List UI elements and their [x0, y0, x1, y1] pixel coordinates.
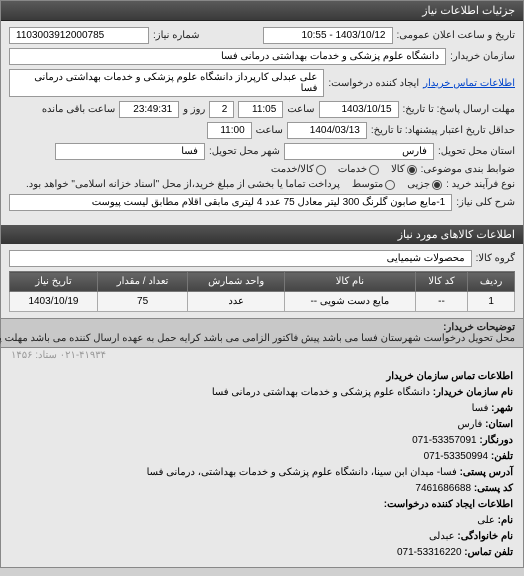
buyer-value: دانشگاه علوم پزشکی و خدمات بهداشتی درمان…: [9, 48, 446, 65]
deadline-date: 1403/10/15: [319, 101, 399, 118]
goods-table: ردیف کد کالا نام کالا واحد شمارش تعداد /…: [9, 271, 515, 312]
lname-value: عبدلی: [429, 531, 455, 542]
org-label: نام سازمان خریدار:: [433, 387, 513, 398]
panel-title: جزئیات اطلاعات نیاز: [1, 1, 523, 21]
creator-title: اطلاعات ایجاد کننده درخواست:: [11, 497, 513, 513]
name-value: علی: [477, 515, 495, 526]
zip-label: کد پستی:: [474, 483, 513, 494]
ref-label: شماره نیاز:: [153, 30, 200, 41]
buy-type-label: نوع فرآیند خرید :: [446, 179, 515, 190]
province-value: فارس: [284, 143, 434, 160]
cell-qty: 75: [97, 292, 187, 312]
name-label: نام:: [498, 515, 513, 526]
requester-value: علی عبدلی کارپرداز دانشگاه علوم پزشکی و …: [9, 69, 324, 97]
ref-value: 1103003912000785: [9, 27, 149, 44]
col-row: ردیف: [468, 272, 515, 292]
radio-kala[interactable]: کالا: [391, 164, 417, 175]
contact-province-label: استان:: [485, 419, 513, 430]
time-label-2: ساعت: [256, 125, 283, 136]
col-code: کد کالا: [415, 272, 468, 292]
cphone-value: 53316220-071: [397, 547, 462, 558]
addr-value: فسا- میدان ابن سینا، دانشگاه علوم پزشکی …: [147, 467, 457, 478]
contact-city-label: شهر:: [491, 403, 513, 414]
validity-time: 11:00: [207, 122, 252, 139]
goods-group-value: محصولات شیمیایی: [9, 250, 472, 267]
notes-label: توضیحات خریدار:: [443, 322, 515, 333]
pay-note: پرداخت تماما یا بخشی از مبلغ خرید،از محل…: [9, 179, 340, 190]
org-value: دانشگاه علوم پزشکی و خدمات بهداشتی درمان…: [212, 387, 430, 398]
days-value: 2: [209, 101, 234, 118]
validity-date: 1404/03/13: [287, 122, 367, 139]
fax-value: 53357091-071: [412, 435, 477, 446]
desc-value: 1-مایع صابون گلرنگ 300 لیتر معادل 75 عدد…: [9, 194, 452, 211]
deadline-label: مهلت ارسال پاسخ: تا تاریخ:: [403, 104, 515, 115]
buyer-label: سازمان خریدار:: [450, 51, 515, 62]
announce-label: تاریخ و ساعت اعلان عمومی:: [397, 30, 516, 41]
days-label: روز و: [183, 104, 205, 115]
radio-khadamat[interactable]: خدمات: [338, 164, 379, 175]
deadline-time: 11:05: [238, 101, 283, 118]
cell-code: --: [415, 292, 468, 312]
fax-label: دورنگار:: [479, 435, 513, 446]
table-row: 1 -- مایع دست شویی -- عدد 75 1403/10/19: [10, 292, 515, 312]
col-qty: تعداد / مقدار: [97, 272, 187, 292]
requester-label: ایجاد کننده درخواست:: [328, 78, 419, 89]
province-label: استان محل تحویل:: [438, 146, 515, 157]
goods-section-title: اطلاعات کالاهای مورد نیاز: [1, 225, 523, 244]
phone-label: تلفن:: [491, 451, 513, 462]
col-date: تاریخ نیاز: [10, 272, 98, 292]
goods-group-label: گروه کالا:: [476, 253, 515, 264]
remain-time: 23:49:31: [119, 101, 179, 118]
radio-kala-khadamat[interactable]: کالا/خدمت: [271, 164, 326, 175]
radio-low[interactable]: جزیی: [407, 179, 442, 190]
zip-value: 7461686688: [415, 483, 471, 494]
validity-label: حداقل تاریخ اعتبار پیشنهاد: تا تاریخ:: [371, 125, 515, 136]
cell-name: مایع دست شویی --: [285, 292, 416, 312]
col-unit: واحد شمارش: [188, 272, 285, 292]
cphone-label: تلفن تماس:: [464, 547, 513, 558]
city-label: شهر محل تحویل:: [209, 146, 280, 157]
barcode-text: ۰۲۱-۴۱۹۳۴ ستاد: ۱۴۵۶: [1, 348, 523, 363]
remain-label: ساعت باقی مانده: [42, 104, 115, 115]
time-label-1: ساعت: [287, 104, 314, 115]
cell-index: 1: [468, 292, 515, 312]
desc-label: شرح کلی نیاز:: [456, 197, 515, 208]
contact-link[interactable]: اطلاعات تماس خریدار: [423, 78, 515, 89]
group-similar-label: ضوابط بندی موضوعی:: [421, 164, 515, 175]
contact-city: فسا: [472, 403, 489, 414]
radio-mid[interactable]: متوسط: [352, 179, 395, 190]
cell-unit: عدد: [188, 292, 285, 312]
announce-value: 1403/10/12 - 10:55: [263, 27, 393, 44]
lname-label: نام خانوادگی:: [457, 531, 513, 542]
contact-province: فارس: [457, 419, 482, 430]
notes-text: محل تحویل درخواست شهرستان فسا می باشد پی…: [0, 333, 515, 344]
phone-value: 53350994-071: [424, 451, 489, 462]
addr-label: آدرس پستی:: [460, 467, 513, 478]
cell-date: 1403/10/19: [10, 292, 98, 312]
contact-title: اطلاعات تماس سازمان خریدار: [11, 369, 513, 385]
city-value: فسا: [55, 143, 205, 160]
col-name: نام کالا: [285, 272, 416, 292]
